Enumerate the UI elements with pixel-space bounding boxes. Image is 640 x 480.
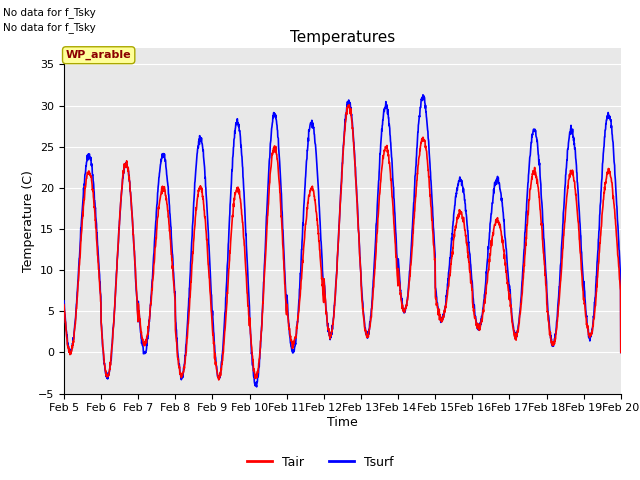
Legend: Tair, Tsurf: Tair, Tsurf xyxy=(242,451,398,474)
Text: No data for f_Tsky: No data for f_Tsky xyxy=(3,7,96,18)
Text: No data for f_Tsky: No data for f_Tsky xyxy=(3,22,96,33)
Title: Temperatures: Temperatures xyxy=(290,30,395,46)
X-axis label: Time: Time xyxy=(327,416,358,429)
Text: WP_arable: WP_arable xyxy=(66,50,131,60)
Y-axis label: Temperature (C): Temperature (C) xyxy=(22,170,35,272)
